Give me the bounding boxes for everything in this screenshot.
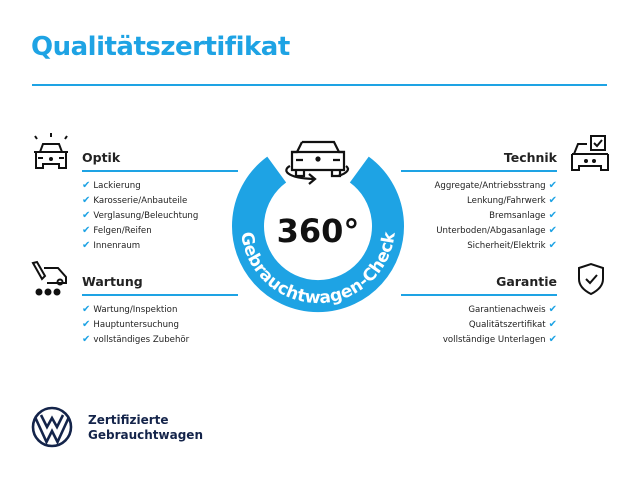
brand-text: Zertifizierte Gebrauchtwagen bbox=[88, 413, 203, 442]
list-item: ✔ Verglasung/Beleuchtung bbox=[82, 210, 199, 221]
tools-cart-icon bbox=[31, 260, 67, 296]
list-item: ✔ Wartung/Inspektion bbox=[82, 304, 178, 315]
check-icon: ✔ bbox=[548, 240, 557, 251]
list-item: Garantienachweis ✔ bbox=[468, 304, 557, 315]
check-icon: ✔ bbox=[548, 180, 557, 191]
section-heading: Optik bbox=[82, 150, 121, 165]
list-item: ✔ vollständiges Zubehör bbox=[82, 334, 190, 345]
list-item: ✔ Felgen/Reifen bbox=[82, 225, 152, 236]
vw-logo bbox=[31, 406, 73, 448]
section-wartung: Wartung ✔ Wartung/Inspektion ✔ Hauptunters… bbox=[82, 273, 238, 347]
list-item: Lenkung/Fahrwerk ✔ bbox=[467, 195, 557, 206]
list-item: Bremsanlage ✔ bbox=[489, 210, 557, 221]
list-item: Sicherheit/Elektrik ✔ bbox=[467, 240, 557, 251]
shield-check-icon bbox=[578, 262, 604, 296]
list-item: ✔ Hauptuntersuchung bbox=[82, 319, 179, 330]
section-heading: Technik bbox=[503, 150, 557, 165]
check-icon: ✔ bbox=[82, 304, 91, 315]
check-icon: ✔ bbox=[82, 225, 91, 236]
title-divider bbox=[32, 84, 607, 86]
badge-360: 360° bbox=[277, 212, 360, 250]
check-icon: ✔ bbox=[82, 180, 91, 191]
car-rotate-icon bbox=[285, 140, 349, 185]
list-item: Unterboden/Abgasanlage ✔ bbox=[436, 225, 557, 236]
page-title: Qualitätszertifikat bbox=[31, 32, 290, 62]
check-icon: ✔ bbox=[82, 319, 91, 330]
check-icon: ✔ bbox=[548, 210, 557, 221]
check-icon: ✔ bbox=[548, 319, 557, 330]
ring-arc bbox=[232, 156, 404, 313]
section-divider bbox=[82, 170, 238, 172]
check-icon: ✔ bbox=[82, 240, 91, 251]
list-item: Aggregate/Antriebsstrang ✔ bbox=[434, 180, 557, 191]
check-icon: ✔ bbox=[82, 195, 91, 206]
check-icon: ✔ bbox=[82, 210, 91, 221]
check-icon: ✔ bbox=[82, 334, 91, 345]
check-icon: ✔ bbox=[548, 225, 557, 236]
car-lights-icon bbox=[34, 133, 68, 169]
list-item: ✔ Lackierung bbox=[82, 180, 141, 191]
section-heading: Wartung bbox=[82, 274, 143, 289]
360-check-badge: Gebrauchtwagen-Check 360° bbox=[232, 140, 404, 313]
section-technik: Technik Aggregate/Antriebsstrang ✔ Lenkun… bbox=[401, 149, 557, 253]
section-divider bbox=[82, 294, 238, 296]
check-icon: ✔ bbox=[548, 334, 557, 345]
section-garantie: Garantie Garantienachweis ✔ Qualitätszert… bbox=[401, 273, 557, 347]
list-item: Qualitätszertifikat ✔ bbox=[468, 319, 557, 330]
list-item: ✔ Karosserie/Anbauteile bbox=[82, 195, 188, 206]
check-icon: ✔ bbox=[548, 304, 557, 315]
section-optik: Optik ✔ Lackierung ✔ Karosserie/Anbauteile… bbox=[82, 149, 238, 253]
section-heading: Garantie bbox=[496, 274, 557, 289]
list-item: vollständige Unterlagen ✔ bbox=[442, 334, 557, 345]
section-divider bbox=[401, 170, 557, 172]
section-divider bbox=[401, 294, 557, 296]
car-checkbox-icon bbox=[571, 135, 609, 171]
list-item: ✔ Innenraum bbox=[82, 240, 141, 251]
check-icon: ✔ bbox=[548, 195, 557, 206]
